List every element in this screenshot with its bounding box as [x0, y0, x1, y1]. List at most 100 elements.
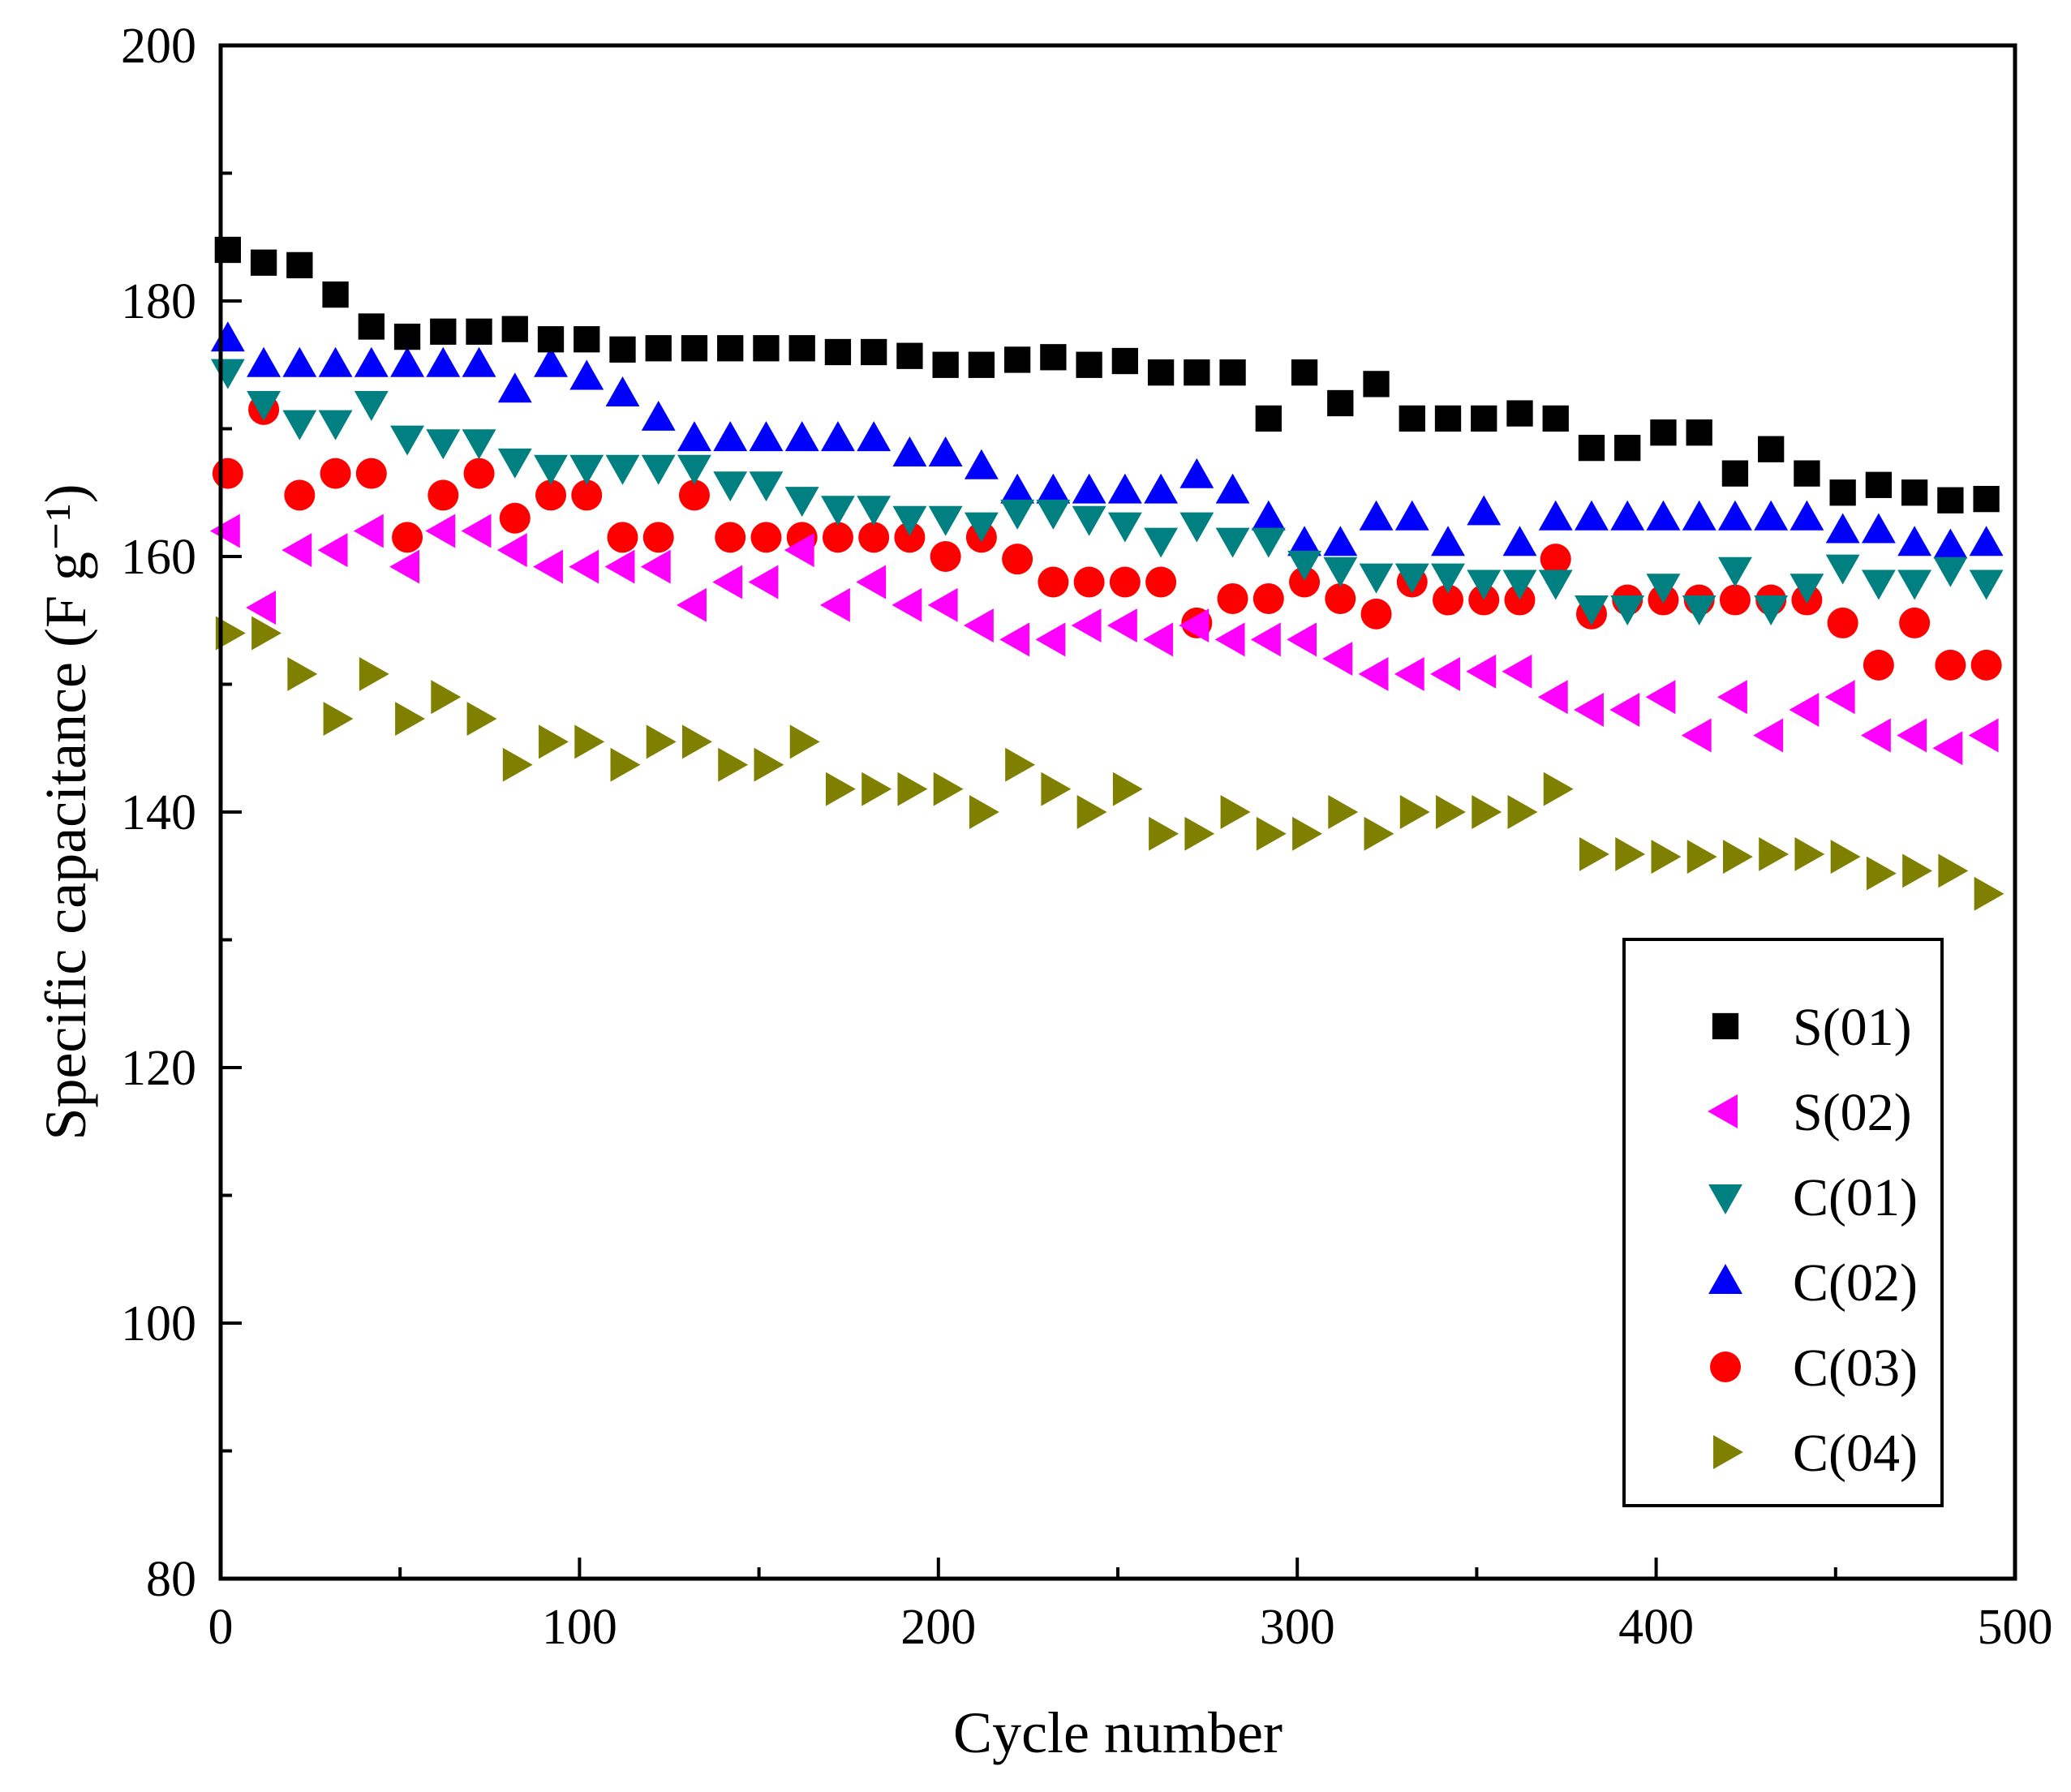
data-point: [318, 346, 353, 377]
y-tick-label: 140: [121, 785, 196, 840]
data-marks: [209, 236, 2004, 911]
x-axis-title: Cycle number: [953, 1700, 1283, 1765]
data-point: [1579, 837, 1609, 871]
data-point: [466, 702, 497, 736]
legend-label: C(04): [1793, 1424, 1918, 1483]
data-point: [1504, 584, 1536, 616]
data-point: [1865, 471, 1893, 498]
data-point: [1002, 544, 1033, 575]
data-point: [1717, 557, 1752, 587]
legend-label: S(02): [1793, 1083, 1912, 1142]
data-point: [462, 346, 496, 377]
data-point: [463, 458, 495, 489]
data-point: [1502, 569, 1537, 600]
data-point: [1974, 876, 2004, 911]
data-point: [1106, 608, 1137, 642]
data-point: [354, 391, 389, 421]
data-point: [1790, 500, 1824, 531]
data-point: [1969, 569, 2004, 600]
data-point: [318, 410, 353, 440]
data-point: [428, 479, 459, 511]
data-point: [1610, 595, 1645, 625]
data-point: [1682, 500, 1717, 531]
data-point: [1933, 528, 1968, 559]
legend-entry-C(01): C(01): [1708, 1168, 1918, 1227]
data-point: [1184, 359, 1210, 386]
data-point: [788, 335, 815, 362]
x-tick-label: 100: [542, 1600, 617, 1655]
data-point: [1000, 499, 1035, 530]
data-point: [1040, 344, 1067, 371]
data-point: [250, 249, 277, 276]
data-point: [431, 680, 462, 715]
data-point: [820, 496, 855, 526]
legend-label: C(01): [1793, 1168, 1918, 1227]
data-point: [1215, 473, 1250, 504]
y-tick-label: 100: [121, 1296, 196, 1352]
data-point: [1431, 526, 1465, 557]
data-point: [1754, 500, 1789, 531]
data-point: [1538, 500, 1573, 531]
data-point: [1323, 557, 1358, 587]
data-point: [1394, 500, 1429, 531]
data-point: [1287, 622, 1317, 657]
data-point: [1650, 419, 1677, 446]
data-point: [1646, 500, 1681, 531]
data-point: [605, 454, 640, 485]
data-point: [497, 448, 532, 479]
data-point: [1215, 527, 1250, 558]
data-point: [1000, 473, 1035, 504]
data-point: [784, 487, 819, 518]
data-point: [753, 335, 780, 362]
data-point: [358, 313, 385, 340]
data-point: [856, 565, 887, 599]
data-point: [820, 421, 855, 452]
data-point: [677, 454, 711, 485]
data-point: [1358, 656, 1389, 691]
data-point: [1323, 526, 1358, 557]
data-point: [1250, 622, 1281, 657]
data-point: [1721, 460, 1749, 487]
y-tick-label: 80: [146, 1552, 196, 1607]
data-point: [717, 335, 744, 362]
data-point: [610, 747, 641, 782]
legend-entry-C(04): C(04): [1713, 1424, 1918, 1483]
data-point: [1145, 566, 1177, 598]
data-point: [1863, 649, 1894, 681]
data-point: [1072, 473, 1106, 504]
data-point: [1359, 563, 1394, 594]
legend-entry-C(02): C(02): [1708, 1253, 1918, 1313]
data-point: [718, 747, 749, 782]
data-point: [928, 436, 963, 466]
data-point: [1682, 595, 1717, 625]
data-point: [533, 549, 563, 584]
data-point: [1506, 400, 1533, 427]
data-point: [1681, 718, 1712, 753]
data-point: [1575, 595, 1609, 625]
data-point: [425, 514, 456, 548]
data-point: [1143, 622, 1174, 657]
data-point: [1322, 642, 1353, 676]
data-point: [1399, 405, 1425, 432]
data-point: [1901, 479, 1928, 506]
data-point: [1107, 473, 1142, 504]
legend-label: S(01): [1793, 998, 1912, 1057]
data-point: [395, 702, 425, 736]
data-point: [282, 410, 317, 440]
data-point: [320, 458, 351, 489]
data-point: [322, 281, 349, 308]
data-point: [754, 747, 784, 782]
data-point: [1794, 460, 1820, 487]
data-point: [750, 522, 782, 553]
data-point: [571, 479, 603, 511]
data-point: [1507, 795, 1538, 829]
legend-marker: [1710, 1352, 1741, 1382]
data-point: [605, 376, 640, 406]
x-tick-label: 500: [1978, 1600, 2053, 1655]
data-point: [393, 323, 421, 350]
legend: S(01) S(02) C(01) C(02) C(03) C(04): [1622, 938, 1944, 1507]
data-point: [1430, 656, 1460, 691]
data-point: [1645, 680, 1676, 715]
data-point: [1036, 499, 1071, 530]
